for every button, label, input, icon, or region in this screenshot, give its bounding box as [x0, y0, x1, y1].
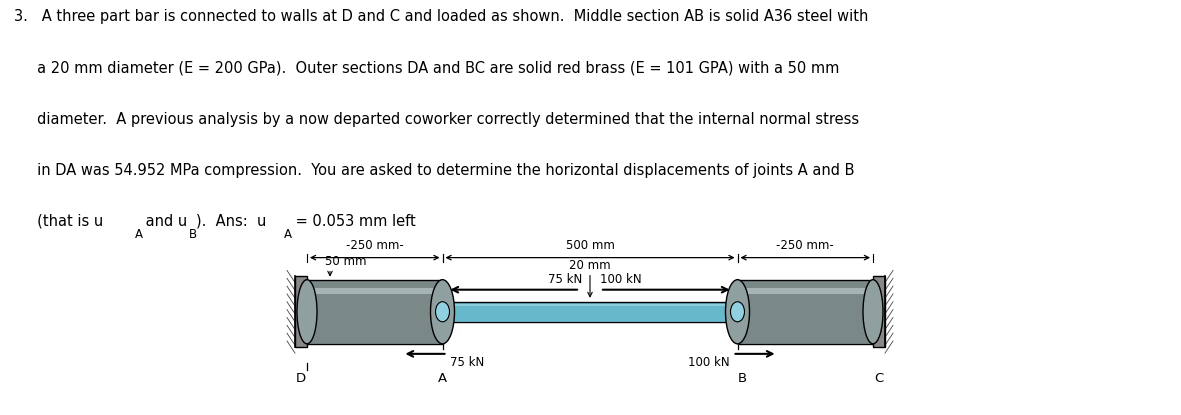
Text: -250 mm-: -250 mm- [346, 239, 404, 251]
Bar [873, 276, 885, 347]
Text: A: A [438, 372, 448, 385]
Ellipse shape [731, 302, 744, 322]
Text: 50 mm: 50 mm [325, 255, 366, 268]
Text: 3.   A three part bar is connected to walls at D and C and loaded as shown.  Mid: 3. A three part bar is connected to wall… [14, 9, 868, 24]
Text: 500 mm: 500 mm [566, 239, 614, 251]
Bar [307, 339, 443, 344]
Bar [443, 320, 737, 322]
Ellipse shape [431, 280, 455, 344]
Bar [307, 288, 443, 294]
Text: 75 kN: 75 kN [450, 356, 484, 369]
Text: 75 kN: 75 kN [548, 273, 582, 286]
Bar [295, 276, 307, 347]
Ellipse shape [863, 280, 883, 344]
Ellipse shape [436, 302, 450, 322]
Text: -250 mm-: -250 mm- [776, 239, 834, 251]
Text: A: A [135, 228, 143, 241]
Text: and u: and u [142, 214, 188, 229]
Text: C: C [874, 372, 883, 385]
Bar [737, 339, 873, 344]
Bar [737, 288, 873, 294]
Text: = 0.053 mm left: = 0.053 mm left [291, 214, 416, 229]
Ellipse shape [725, 280, 750, 344]
Text: diameter.  A previous analysis by a now departed coworker correctly determined t: diameter. A previous analysis by a now d… [14, 112, 860, 127]
Bar [307, 280, 443, 344]
Text: a 20 mm diameter (E = 200 GPa).  Outer sections DA and BC are solid red brass (E: a 20 mm diameter (E = 200 GPa). Outer se… [14, 61, 840, 76]
Text: 100 kN: 100 kN [600, 273, 641, 286]
Text: A: A [285, 228, 292, 241]
Text: 100 kN: 100 kN [687, 356, 730, 369]
Text: 20 mm: 20 mm [569, 259, 611, 272]
Bar [443, 305, 737, 306]
Text: B: B [738, 372, 748, 385]
Bar [443, 302, 737, 322]
Bar [737, 280, 873, 344]
Text: (that is u: (that is u [14, 214, 104, 229]
Text: ).  Ans:  u: ). Ans: u [196, 214, 266, 229]
Text: B: B [189, 228, 197, 241]
Ellipse shape [296, 280, 317, 344]
Text: D: D [296, 372, 306, 385]
Text: in DA was 54.952 MPa compression.  You are asked to determine the horizontal dis: in DA was 54.952 MPa compression. You ar… [14, 163, 855, 178]
